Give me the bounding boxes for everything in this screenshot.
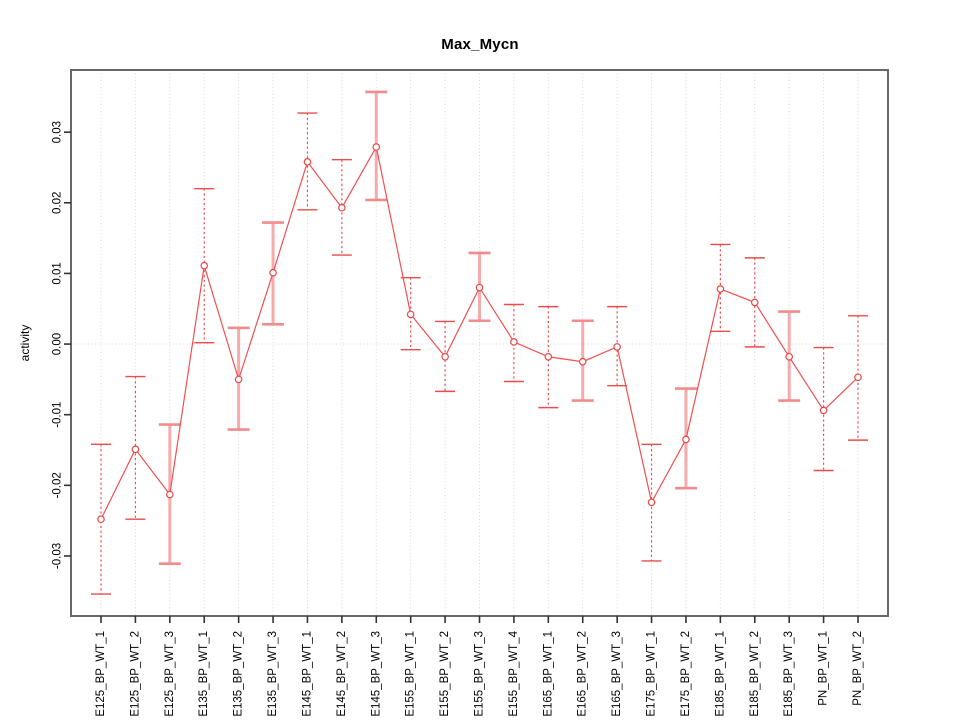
data-point-marker bbox=[166, 490, 174, 499]
data-point-marker bbox=[682, 435, 690, 444]
x-tick-label: E125_BP_WT_2 bbox=[129, 631, 141, 717]
data-point-marker bbox=[234, 375, 243, 384]
x-tick-label: E145_BP_WT_1 bbox=[301, 631, 313, 717]
data-point-marker bbox=[578, 357, 587, 366]
data-point-marker bbox=[441, 352, 449, 361]
y-tick-label: -0.01 bbox=[52, 402, 64, 428]
data-point-marker bbox=[750, 298, 759, 307]
x-tick-label: E155_BP_WT_3 bbox=[474, 631, 486, 717]
x-tick-label: E155_BP_WT_1 bbox=[405, 631, 417, 717]
x-tick-label: E175_BP_WT_2 bbox=[680, 631, 692, 717]
data-point-marker bbox=[854, 373, 862, 382]
data-point-marker bbox=[200, 261, 209, 270]
data-point-marker bbox=[269, 268, 277, 277]
x-tick-label: E165_BP_WT_2 bbox=[577, 631, 589, 717]
data-point-marker bbox=[303, 158, 312, 166]
x-tick-label: E165_BP_WT_3 bbox=[611, 631, 623, 717]
x-tick-label: E165_BP_WT_1 bbox=[542, 631, 554, 717]
y-tick-label: 0.00 bbox=[52, 333, 64, 355]
chart-title: Max_Mycn bbox=[441, 36, 519, 53]
x-tick-label: E135_BP_WT_1 bbox=[198, 631, 210, 717]
data-point-marker bbox=[613, 343, 621, 351]
data-point-marker bbox=[372, 143, 381, 151]
data-point-marker bbox=[819, 406, 828, 415]
data-point-marker bbox=[510, 338, 518, 346]
y-tick-label: 0.02 bbox=[52, 192, 64, 214]
y-tick-label: 0.01 bbox=[52, 262, 64, 284]
x-tick-label: PN_BP_WT_2 bbox=[852, 631, 864, 706]
data-point-marker bbox=[131, 445, 140, 454]
data-point-marker bbox=[406, 310, 415, 319]
x-tick-label: E175_BP_WT_1 bbox=[646, 631, 658, 717]
x-tick-label: E185_BP_WT_3 bbox=[783, 631, 795, 717]
x-tick-label: E145_BP_WT_2 bbox=[336, 631, 348, 717]
data-point-marker bbox=[647, 498, 656, 507]
data-point-marker bbox=[716, 285, 725, 293]
x-tick-label: E135_BP_WT_3 bbox=[267, 631, 279, 717]
data-point-marker bbox=[544, 352, 553, 361]
x-tick-label: E155_BP_WT_2 bbox=[439, 631, 451, 717]
data-point-marker bbox=[97, 515, 105, 524]
y-tick-label: -0.03 bbox=[52, 543, 64, 569]
data-point-marker bbox=[785, 352, 793, 361]
x-tick-label: E125_BP_WT_1 bbox=[95, 631, 107, 717]
x-tick-label: PN_BP_WT_1 bbox=[818, 631, 830, 706]
x-tick-label: E185_BP_WT_1 bbox=[714, 631, 726, 717]
x-tick-label: E185_BP_WT_2 bbox=[749, 631, 761, 717]
x-tick-label: E155_BP_WT_4 bbox=[508, 630, 520, 716]
x-tick-label: E125_BP_WT_3 bbox=[164, 631, 176, 717]
y-tick-label: -0.02 bbox=[52, 472, 64, 498]
x-tick-label: E145_BP_WT_3 bbox=[370, 631, 382, 717]
data-point-marker bbox=[475, 283, 484, 292]
x-tick-label: E135_BP_WT_2 bbox=[233, 631, 245, 717]
data-point-marker bbox=[338, 203, 346, 212]
y-tick-label: 0.03 bbox=[52, 121, 64, 143]
